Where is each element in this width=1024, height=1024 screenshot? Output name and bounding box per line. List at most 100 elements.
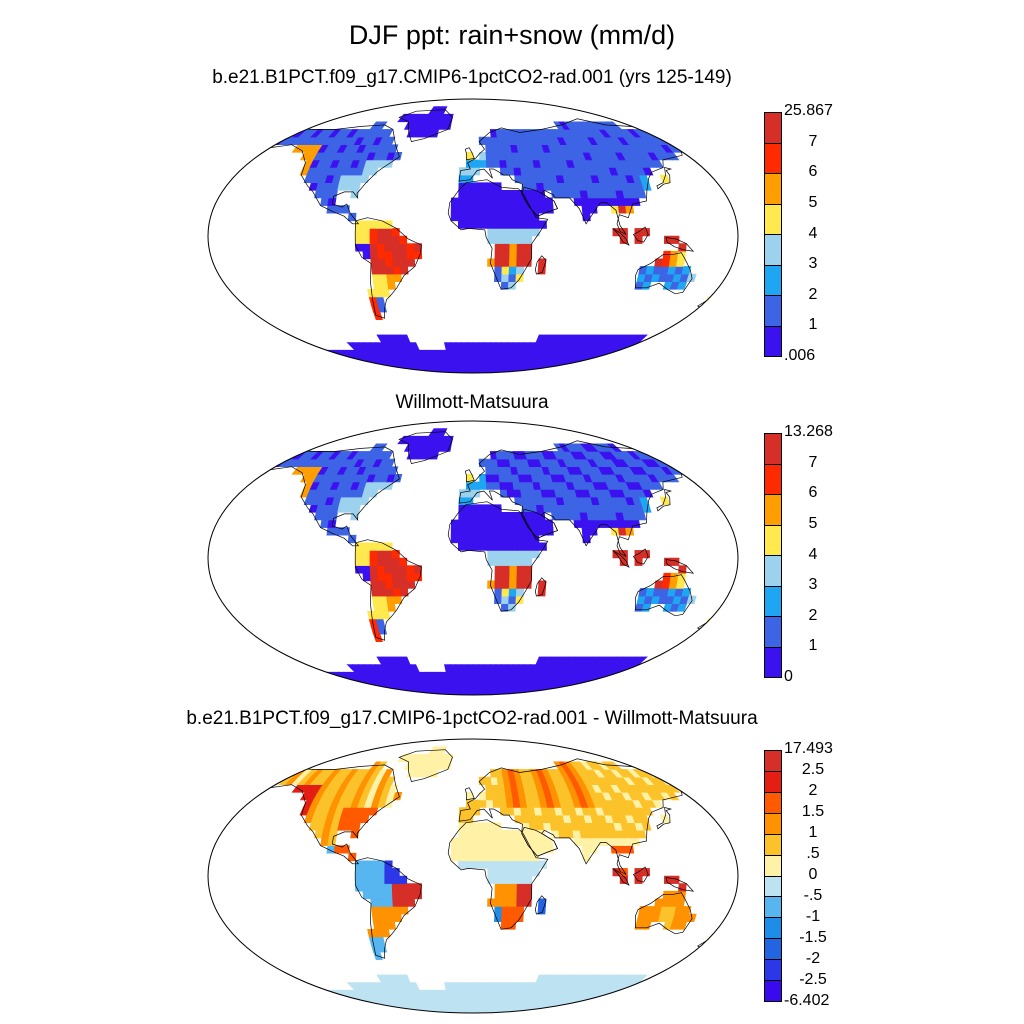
grid-cell (321, 1005, 378, 1013)
grid-cell (530, 205, 540, 214)
grid-cell (370, 580, 379, 589)
grid-cell (515, 595, 524, 604)
grid-cell (393, 273, 403, 282)
grid-cell (386, 595, 395, 604)
grid-cell (568, 1005, 625, 1013)
grid-cell (325, 365, 381, 373)
grid-cell (300, 679, 326, 688)
grid-cell (640, 349, 662, 359)
grid-cell (385, 458, 396, 468)
grid-cell (659, 342, 680, 351)
grid-cell (516, 205, 525, 214)
grid-cell (362, 235, 371, 244)
grid-cell (362, 572, 372, 582)
grid-cell (310, 671, 331, 681)
grid-cell (384, 890, 393, 900)
grid-cell (305, 679, 331, 688)
grid-cell (502, 565, 511, 574)
colorbar-label: -1 (805, 908, 821, 925)
grid-cell (559, 365, 612, 373)
grid-cell (509, 565, 518, 574)
colorbar-label: .006 (784, 347, 816, 364)
grid-cell (479, 822, 488, 831)
colorbar-swatch (765, 834, 781, 856)
grid-cell (491, 466, 500, 475)
grid-cell (602, 357, 627, 366)
grid-cell (565, 365, 621, 373)
grid-cell (598, 997, 622, 1006)
grid-cell (461, 671, 469, 681)
grid-cell (506, 167, 515, 176)
grid-cell (607, 357, 632, 366)
grid-cell (619, 235, 628, 244)
colorbar-swatch (765, 495, 781, 526)
grid-cell (377, 898, 387, 907)
grid-cell (479, 190, 488, 199)
grid-cell (565, 190, 575, 199)
grid-cell (624, 349, 646, 359)
panel-1-map (200, 96, 746, 376)
grid-cell (523, 212, 533, 222)
grid-cell (450, 527, 459, 536)
grid-cell (386, 913, 395, 922)
grid-cell (620, 679, 646, 688)
grid-cell (406, 258, 416, 267)
grid-cell (587, 837, 597, 846)
grid-cell (506, 489, 515, 498)
grid-cell (598, 357, 622, 366)
grid-cell (516, 852, 525, 862)
grid-cell (354, 557, 364, 566)
grid-cell (509, 868, 518, 877)
grid-cell (305, 997, 331, 1006)
grid-cell (502, 875, 511, 884)
grid-cell (472, 822, 481, 831)
grid-cell (400, 334, 411, 343)
grid-cell (384, 580, 394, 589)
grid-cell (485, 799, 494, 808)
grid-cell (487, 852, 496, 862)
grid-cell (509, 228, 518, 237)
grid-cell (375, 121, 388, 130)
grid-cell (384, 243, 393, 252)
grid-cell (638, 982, 657, 991)
grid-cell (494, 550, 503, 559)
grid-cell (462, 997, 470, 1006)
grid-cell (462, 679, 470, 688)
grid-cell (619, 875, 628, 884)
colorbar-label: 5 (808, 514, 818, 532)
grid-cell (515, 906, 525, 915)
grid-cell (465, 220, 474, 229)
grid-cell (487, 860, 496, 869)
colorbar-swatch (765, 855, 781, 877)
grid-cell (491, 784, 500, 793)
grid-cell (573, 519, 583, 528)
grid-cell (486, 830, 495, 839)
grid-cell (494, 542, 503, 551)
grid-cell (479, 481, 487, 490)
grid-cell (538, 860, 547, 869)
grid-cell (524, 550, 533, 559)
grid-cell (321, 687, 378, 695)
grid-cell (387, 921, 396, 930)
colorbar-swatch (765, 434, 781, 465)
grid-cell (391, 557, 400, 566)
grid-cell (310, 997, 335, 1006)
grid-cell (501, 212, 511, 222)
grid-cell (472, 542, 481, 551)
grid-cell (379, 595, 388, 604)
grid-cell (455, 982, 463, 991)
grid-cell (450, 852, 459, 862)
grid-cell (375, 296, 386, 305)
colorbar-label: 7 (808, 132, 818, 150)
grid-cell (485, 159, 494, 168)
grid-cell (316, 687, 376, 695)
grid-cell (643, 664, 663, 673)
grid-cell (686, 273, 697, 282)
coastline-borneo (632, 226, 649, 243)
grid-cell (376, 235, 385, 244)
map-svg (207, 738, 739, 1014)
colorbar-swatch (765, 792, 781, 814)
grid-cell (643, 342, 663, 351)
grid-cell (573, 837, 583, 846)
grid-cell (581, 205, 591, 214)
